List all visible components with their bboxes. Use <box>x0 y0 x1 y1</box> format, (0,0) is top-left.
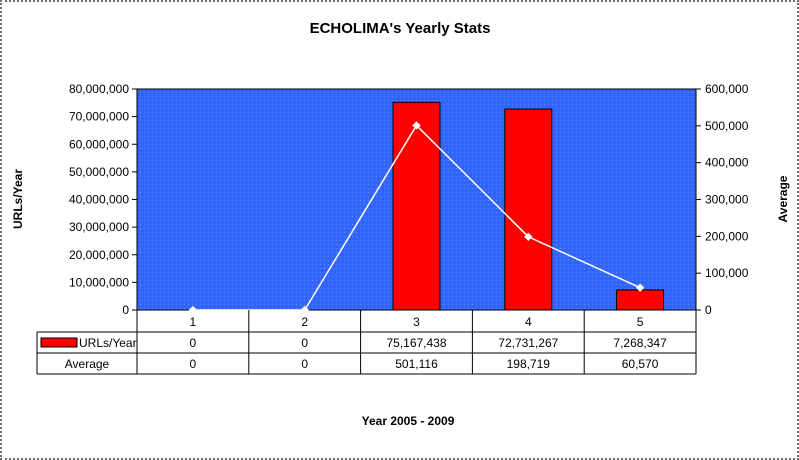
right-tick-label: 400,000 <box>705 156 749 170</box>
right-axis: 0 100,000 200,000 300,000 400,000 500,000 600,… <box>696 82 749 317</box>
table-cell: 501,116 <box>395 357 438 371</box>
table-cell: 60,570 <box>622 357 659 371</box>
line-point <box>188 305 198 315</box>
table-cell: 0 <box>301 357 308 371</box>
category-label: 1 <box>190 315 197 329</box>
category-label: 3 <box>413 315 420 329</box>
legend-swatch-bar <box>40 337 78 348</box>
table-cell: 7,268,347 <box>613 336 667 350</box>
category-label: 4 <box>525 315 532 329</box>
left-tick-label: 70,000,000 <box>69 110 129 124</box>
table-cell: 75,167,438 <box>386 336 446 350</box>
y-axis-label-left: URLs/Year <box>11 169 25 229</box>
right-tick-label: 100,000 <box>705 266 749 280</box>
left-tick-label: 40,000,000 <box>69 193 129 207</box>
line-series <box>188 121 645 315</box>
right-tick-label: 600,000 <box>705 82 749 96</box>
x-axis-label: Year 2005 - 2009 <box>362 414 455 428</box>
left-tick-label: 20,000,000 <box>69 248 129 262</box>
bar <box>504 108 553 311</box>
line-point <box>300 305 310 315</box>
category-label: 5 <box>637 315 644 329</box>
bar-series <box>392 101 665 311</box>
y-axis-label-right: Average <box>776 175 790 222</box>
right-tick-label: 200,000 <box>705 229 749 243</box>
table-row-header: URLs/Year <box>79 336 137 350</box>
table-cell: 0 <box>190 357 197 371</box>
left-tick-label: 10,000,000 <box>69 275 129 289</box>
category-label: 2 <box>301 315 308 329</box>
data-table: 1 2 3 4 5 URLs/Year Average 0 0 75,167,438 72,731,… <box>36 310 697 375</box>
right-tick-label: 0 <box>705 303 712 317</box>
chart-title: ECHOLIMA's Yearly Stats <box>310 20 491 37</box>
left-tick-label: 60,000,000 <box>69 137 129 151</box>
table-cell: 72,731,267 <box>498 336 558 350</box>
line-point <box>635 283 645 293</box>
right-tick-label: 300,000 <box>705 193 749 207</box>
table-row-header: Average <box>65 357 110 371</box>
table-cell: 198,719 <box>507 357 551 371</box>
left-tick-label: 0 <box>122 303 129 317</box>
bar <box>392 101 441 311</box>
left-tick-label: 30,000,000 <box>69 220 129 234</box>
line-point <box>412 121 421 130</box>
left-tick-label: 80,000,000 <box>69 82 129 96</box>
bar <box>616 289 665 311</box>
table-cell: 0 <box>190 336 197 350</box>
table-cell: 0 <box>301 336 308 350</box>
line-point <box>523 232 533 242</box>
left-tick-label: 50,000,000 <box>69 165 129 179</box>
left-axis: 0 10,000,000 20,000,000 30,000,000 40,000,00… <box>69 82 137 317</box>
right-tick-label: 500,000 <box>705 119 749 133</box>
